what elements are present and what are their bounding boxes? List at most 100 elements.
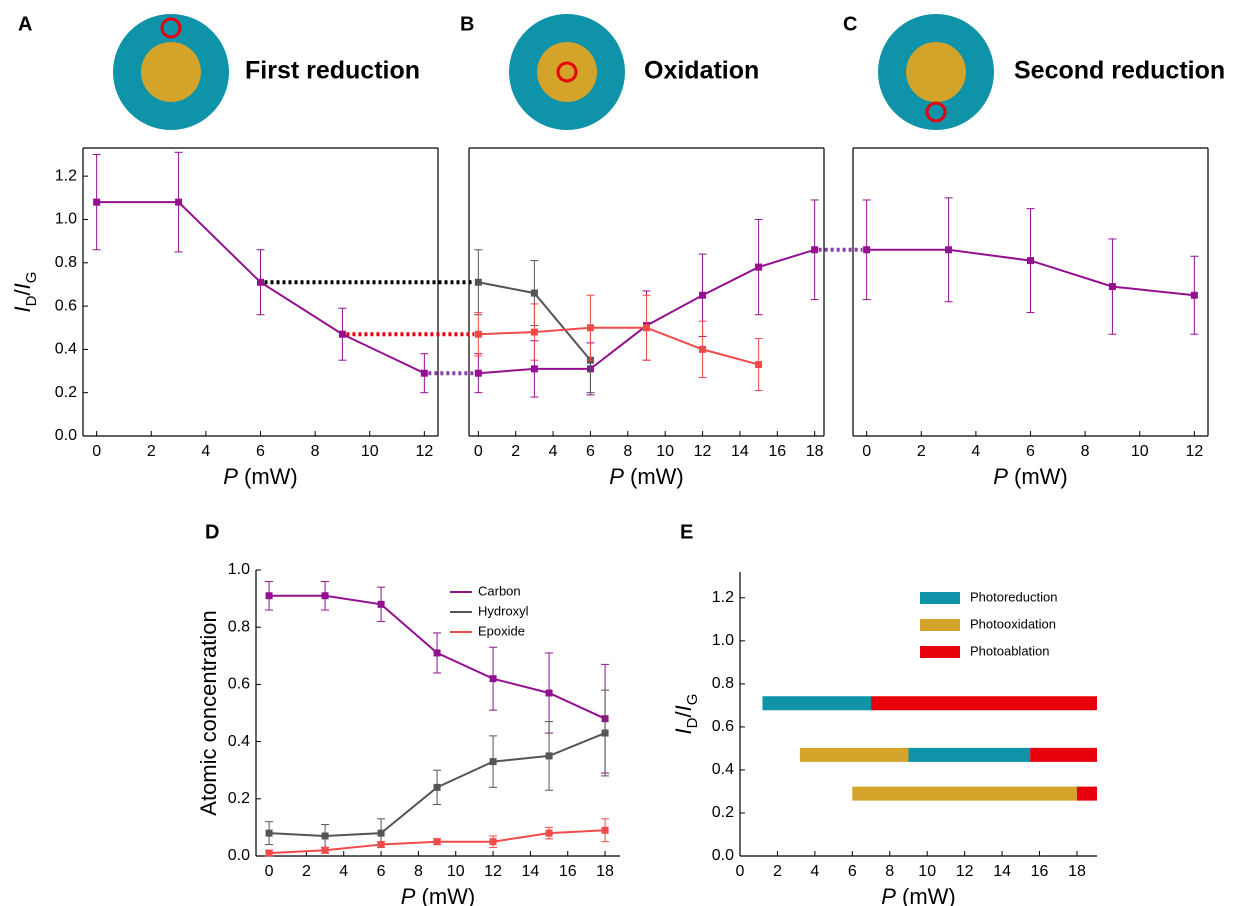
y-axis-label-part: I [10, 306, 35, 312]
y-axis-label-part: G [23, 272, 40, 284]
y-tick-label: 0.2 [228, 790, 250, 807]
x-tick-label: 0 [265, 863, 274, 880]
y-tick-label: 0.8 [228, 618, 250, 635]
marker [699, 291, 707, 299]
y-tick-label: 0.4 [55, 341, 77, 358]
diagram-c [878, 14, 994, 130]
y-tick-label: 1.0 [228, 561, 250, 578]
marker [489, 758, 497, 766]
marker [377, 841, 385, 849]
x-tick-label: 8 [623, 443, 632, 460]
x-axis-label: P (mW) [609, 464, 684, 489]
y-axis-label: ID/IG [10, 272, 41, 313]
x-tick-label: 16 [559, 863, 577, 880]
legend-swatch [920, 619, 960, 631]
y-axis-label-part: I [10, 283, 35, 289]
panel-label: E [680, 521, 693, 543]
x-tick-label: 2 [917, 443, 926, 460]
x-axis-label-part: (mW) [624, 464, 684, 489]
marker [1190, 291, 1198, 299]
range-bar [908, 747, 1031, 762]
x-tick-label: 0 [736, 863, 745, 880]
x-tick-label: 8 [311, 443, 320, 460]
legend-label: Hydroxyl [478, 603, 529, 618]
y-axis-label-part: D [23, 295, 40, 306]
panel-label: D [205, 521, 219, 543]
x-axis-label: P (mW) [223, 464, 298, 489]
marker [530, 328, 538, 336]
panel-label: C [843, 13, 857, 35]
y-tick-label: 0.0 [712, 847, 734, 864]
y-tick-label: 0.8 [55, 254, 77, 271]
y-tick-label: 0.6 [712, 718, 734, 735]
x-tick-label: 16 [1031, 863, 1049, 880]
x-axis-label: P (mW) [993, 464, 1068, 489]
x-tick-label: 12 [484, 863, 502, 880]
y-tick-label: 0.4 [228, 733, 250, 750]
x-tick-label: 6 [256, 443, 265, 460]
legend-label: Photooxidation [970, 616, 1056, 631]
x-tick-label: 12 [694, 443, 712, 460]
range-bar [1030, 747, 1097, 762]
legend-swatch [920, 592, 960, 604]
x-tick-label: 6 [1026, 443, 1035, 460]
marker [530, 289, 538, 297]
marker [643, 324, 650, 332]
x-tick-label: 6 [586, 443, 595, 460]
x-axis-label-part: (mW) [1008, 464, 1068, 489]
y-tick-label: 0.4 [712, 761, 734, 778]
y-axis-label-part: I [671, 705, 696, 711]
x-tick-label: 18 [806, 443, 824, 460]
y-tick-label: 0.2 [55, 384, 77, 401]
y-tick-label: 0.0 [55, 427, 77, 444]
legend-label: Photoreduction [970, 589, 1057, 604]
x-axis-label: P (mW) [401, 884, 476, 906]
marker [699, 345, 707, 353]
x-tick-label: 4 [971, 443, 980, 460]
y-tick-label: 0.0 [228, 847, 250, 864]
x-axis-label-part: P [881, 884, 896, 906]
panel-label: A [18, 13, 32, 35]
marker [257, 278, 264, 286]
marker [474, 278, 482, 286]
x-tick-label: 0 [92, 443, 101, 460]
marker [755, 361, 763, 369]
y-tick-label: 1.2 [55, 167, 77, 184]
marker [474, 330, 482, 338]
y-axis-label-part: I [671, 728, 696, 734]
x-tick-label: 12 [1185, 443, 1203, 460]
y-axis-label-part: D [684, 717, 701, 728]
x-tick-label: 18 [1068, 863, 1086, 880]
y-axis-label-part: / [671, 710, 696, 717]
focus-ring [925, 101, 947, 123]
marker [1027, 257, 1034, 265]
y-axis-label-part: Atomic concentration [196, 610, 221, 815]
marker [433, 649, 441, 657]
marker [863, 246, 871, 254]
diagram-b [509, 14, 625, 130]
x-tick-label: 14 [993, 863, 1011, 880]
x-tick-label: 4 [549, 443, 558, 460]
particle-core [906, 42, 966, 102]
x-axis-label-part: P [223, 464, 238, 489]
focus-ring [556, 61, 578, 83]
range-bar [871, 696, 1097, 711]
x-tick-label: 10 [447, 863, 465, 880]
x-tick-label: 10 [656, 443, 674, 460]
y-tick-label: 1.2 [712, 589, 734, 606]
x-tick-label: 10 [918, 863, 936, 880]
marker [321, 832, 329, 840]
x-tick-label: 6 [848, 863, 857, 880]
y-tick-label: 0.8 [712, 675, 734, 692]
x-tick-label: 12 [415, 443, 433, 460]
marker [530, 365, 538, 373]
x-axis-label-part: (mW) [415, 884, 475, 906]
y-axis-label: ID/IG [671, 694, 702, 735]
marker [1108, 283, 1116, 291]
x-tick-label: 2 [773, 863, 782, 880]
marker [545, 829, 553, 837]
marker [338, 330, 346, 338]
legend-swatch [920, 646, 960, 658]
x-tick-label: 2 [147, 443, 156, 460]
x-tick-label: 2 [302, 863, 311, 880]
